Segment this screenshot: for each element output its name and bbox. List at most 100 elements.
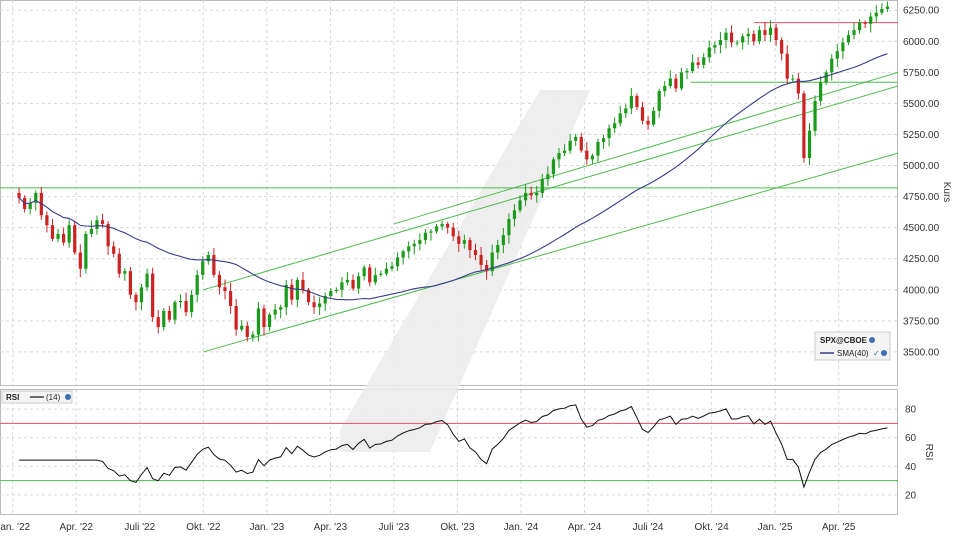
rsi-axis-title: RSI [923, 444, 934, 461]
candle-body [568, 140, 572, 151]
candle-body [312, 302, 316, 308]
price-y-tick-label: 3750.00 [903, 316, 940, 327]
candle-body [390, 266, 394, 269]
candle-body [741, 36, 745, 43]
globe-icon[interactable] [869, 337, 875, 343]
candle-body [546, 174, 550, 180]
candle-body [551, 159, 556, 175]
x-tick-label: Jan. '22 [0, 522, 30, 533]
candle-body [434, 226, 439, 232]
candle-body [457, 236, 461, 244]
candle-body [523, 192, 528, 201]
candle-body [674, 78, 678, 89]
price-y-tick-label: 5500.00 [903, 99, 940, 110]
price-y-tick-label: 4250.00 [903, 254, 940, 265]
candle-body [468, 240, 472, 251]
candle-body [702, 57, 706, 65]
candle-body [273, 309, 277, 315]
candle-body [707, 47, 711, 58]
candle-body [345, 279, 350, 283]
candle-body [290, 284, 294, 300]
candle-body [490, 252, 494, 272]
x-tick-label: Apr. '25 [822, 522, 856, 533]
candle-body [184, 300, 188, 313]
globe-icon[interactable] [65, 394, 71, 400]
candle-body [256, 308, 261, 335]
candle-body [56, 233, 60, 239]
candle-body [201, 261, 205, 275]
candle-body [223, 287, 227, 292]
candle-body [462, 240, 466, 244]
candle-body [668, 78, 672, 87]
candle-body [151, 273, 155, 318]
candle-body [774, 27, 778, 41]
candle-body [757, 30, 761, 42]
legend-sma-label: SMA(40) [837, 349, 869, 358]
candle-body [351, 279, 355, 289]
candle-body [112, 246, 116, 254]
candle-body [685, 71, 689, 73]
candle-body [540, 179, 544, 193]
channel-line-middle [203, 85, 898, 291]
candle-body [190, 294, 194, 313]
candle-body [306, 289, 311, 303]
candle-body [117, 253, 121, 274]
candle-body [234, 305, 238, 330]
candle-body [267, 314, 272, 328]
candle-body [128, 271, 132, 295]
candle-body [284, 284, 288, 308]
check-icon[interactable]: ✓ [873, 349, 880, 358]
candle-body [78, 252, 82, 269]
candle-body [802, 93, 806, 159]
candle-body [217, 274, 222, 288]
rsi-panel [0, 389, 898, 515]
candle-body [557, 153, 561, 160]
price-y-tick-label: 4750.00 [903, 192, 940, 203]
candle-body [752, 33, 756, 42]
candle-body [824, 72, 828, 83]
price-y-tick-label: 6000.00 [903, 37, 940, 48]
x-tick-label: Jan. '24 [504, 522, 539, 533]
candle-body [251, 334, 255, 338]
price-y-tick-label: 3500.00 [903, 347, 940, 358]
candle-body [852, 30, 856, 36]
candle-body [167, 310, 171, 320]
x-tick-label: Okt. '24 [695, 522, 730, 533]
x-tick-label: Apr. '22 [59, 522, 93, 533]
x-tick-label: Jan. '25 [758, 522, 793, 533]
candle-body [585, 150, 589, 160]
x-tick-label: Juli '24 [633, 522, 664, 533]
sma-line [18, 53, 888, 301]
candle-body [596, 141, 600, 156]
candle-body [724, 32, 728, 41]
candle-body [629, 95, 633, 109]
price-y-tick-label: 4500.00 [903, 223, 940, 234]
candle-body [45, 215, 49, 226]
candle-body [807, 130, 812, 159]
candle-body [100, 220, 105, 224]
candle-body [624, 108, 628, 114]
globe-icon[interactable] [881, 350, 887, 356]
candle-body [646, 120, 650, 125]
candle-body [407, 246, 411, 252]
candle-body [819, 82, 823, 101]
candle-body [440, 223, 444, 227]
candle-body [635, 95, 639, 108]
x-tick-label: Apr. '24 [568, 522, 602, 533]
candle-body [262, 308, 266, 328]
candle-body [340, 282, 344, 290]
rsi-y-tick-label: 40 [905, 462, 917, 473]
rsi-line [19, 404, 888, 489]
candle-body [718, 40, 723, 46]
candle-body [763, 30, 767, 36]
price-y-tick-label: 4000.00 [903, 285, 940, 296]
candle-body [368, 267, 372, 283]
x-tick-label: Juli '22 [124, 522, 155, 533]
candle-body [652, 110, 656, 125]
candle-body [334, 289, 338, 292]
candle-body [735, 42, 739, 44]
candle-body [562, 150, 567, 154]
x-axis: Jan. '22 Apr. '22 Juli '22 Okt. '22 Jan. '23… [0, 522, 856, 533]
x-tick-label: Apr. '23 [314, 522, 348, 533]
